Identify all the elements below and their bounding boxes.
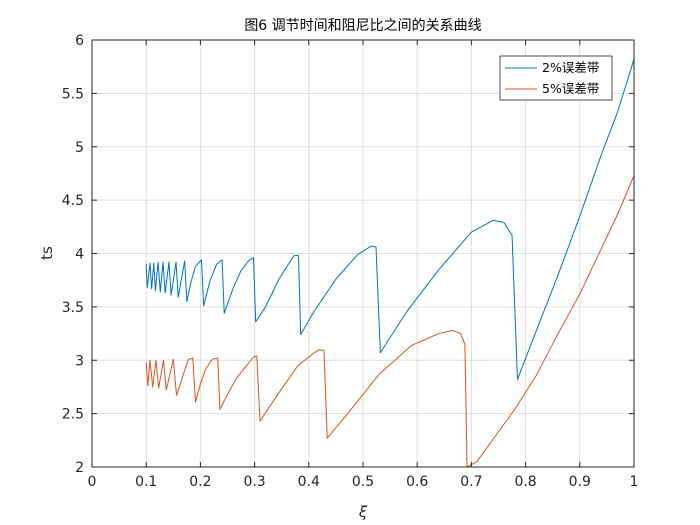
y-tick-label: 2.5 — [62, 407, 84, 423]
x-tick-label: 0.4 — [298, 474, 320, 490]
y-tick-label: 5.5 — [62, 86, 84, 102]
x-tick-label: 0.2 — [189, 474, 211, 490]
axis-ticks: 0 0.1 0.2 0.3 0.4 0.5 0.6 0.7 0.8 0.9 1 2 2.5 3 3.5 4 4.… — [62, 33, 639, 490]
y-axis-label: ts — [38, 246, 56, 260]
plot-area-background — [92, 40, 634, 467]
y-tick-label: 3.5 — [62, 300, 84, 316]
chart-title: 图6 调节时间和阻尼比之间的关系曲线 — [244, 18, 481, 34]
y-tick-label: 2 — [75, 460, 84, 476]
y-tick-label: 3 — [75, 353, 84, 369]
series-line-5pct — [145, 175, 634, 467]
x-axis-label: ξ — [358, 503, 368, 521]
x-tick-label: 0.1 — [135, 474, 157, 490]
series-line-2pct — [145, 59, 634, 380]
x-tick-label: 0 — [88, 474, 97, 490]
x-tick-label: 0.3 — [243, 474, 265, 490]
legend-label-2pct: 2%误差带 — [542, 60, 599, 75]
legend-label-5pct: 5%误差带 — [542, 81, 599, 96]
legend: 2%误差带 5%误差带 — [499, 55, 613, 101]
x-tick-label: 0.9 — [569, 474, 591, 490]
y-tick-label: 4.5 — [62, 193, 84, 209]
x-tick-label: 1 — [630, 474, 639, 490]
y-tick-label: 4 — [75, 247, 84, 263]
x-tick-label: 0.8 — [514, 474, 536, 490]
x-tick-label: 0.5 — [352, 474, 374, 490]
series-layer — [145, 59, 634, 467]
legend-box — [499, 55, 613, 101]
y-tick-label: 5 — [75, 140, 84, 156]
x-tick-label: 0.6 — [406, 474, 428, 490]
x-tick-label: 0.7 — [460, 474, 482, 490]
y-tick-label: 6 — [75, 33, 84, 49]
